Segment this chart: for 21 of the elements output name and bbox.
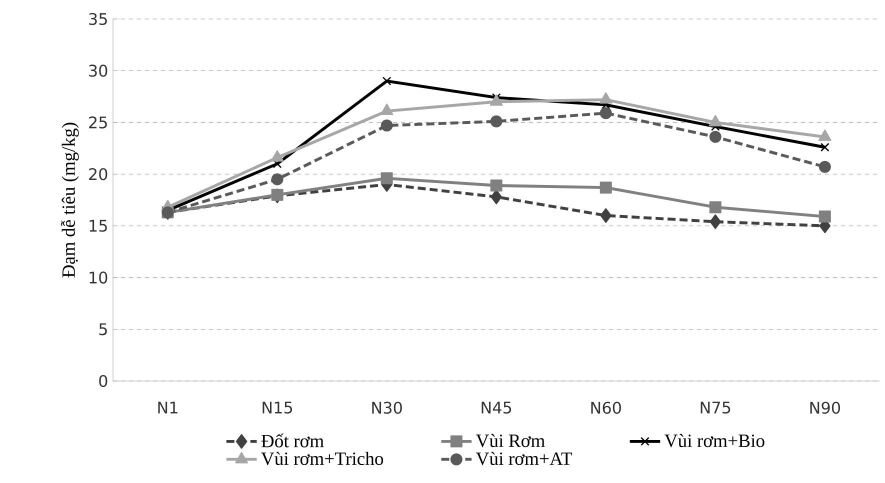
y-tick-label: 20 [89, 168, 108, 180]
x-tick-label: N30 [372, 402, 402, 414]
y-tick-label: 5 [99, 323, 107, 336]
y-axis-title: Đạm dễ tiêu (mg/kg) [60, 122, 79, 278]
legend-label: Vùi Rơm [476, 434, 545, 448]
x-tick-label: N60 [591, 402, 621, 414]
x-tick-label: N75 [700, 402, 730, 414]
y-tick-label: 10 [90, 272, 108, 284]
y-tick-label: 25 [89, 116, 107, 128]
x-tick-label: N1 [158, 402, 178, 414]
legend-label: Vùi rơm+AT [476, 452, 572, 466]
y-tick-label: 35 [89, 12, 107, 26]
y-tick-label: 0 [99, 374, 108, 388]
y-tick-label: 30 [89, 64, 108, 77]
x-tick-label: N90 [810, 402, 840, 414]
y-tick-label: 15 [90, 220, 107, 232]
x-tick-label: N45 [482, 402, 512, 414]
x-tick-label: N15 [262, 402, 292, 414]
legend-label: Vùi rơm+Tricho [261, 452, 384, 466]
legend-label: Vùi rơm+Bio [664, 434, 764, 448]
legend-label: Đốt rơm [261, 434, 324, 448]
